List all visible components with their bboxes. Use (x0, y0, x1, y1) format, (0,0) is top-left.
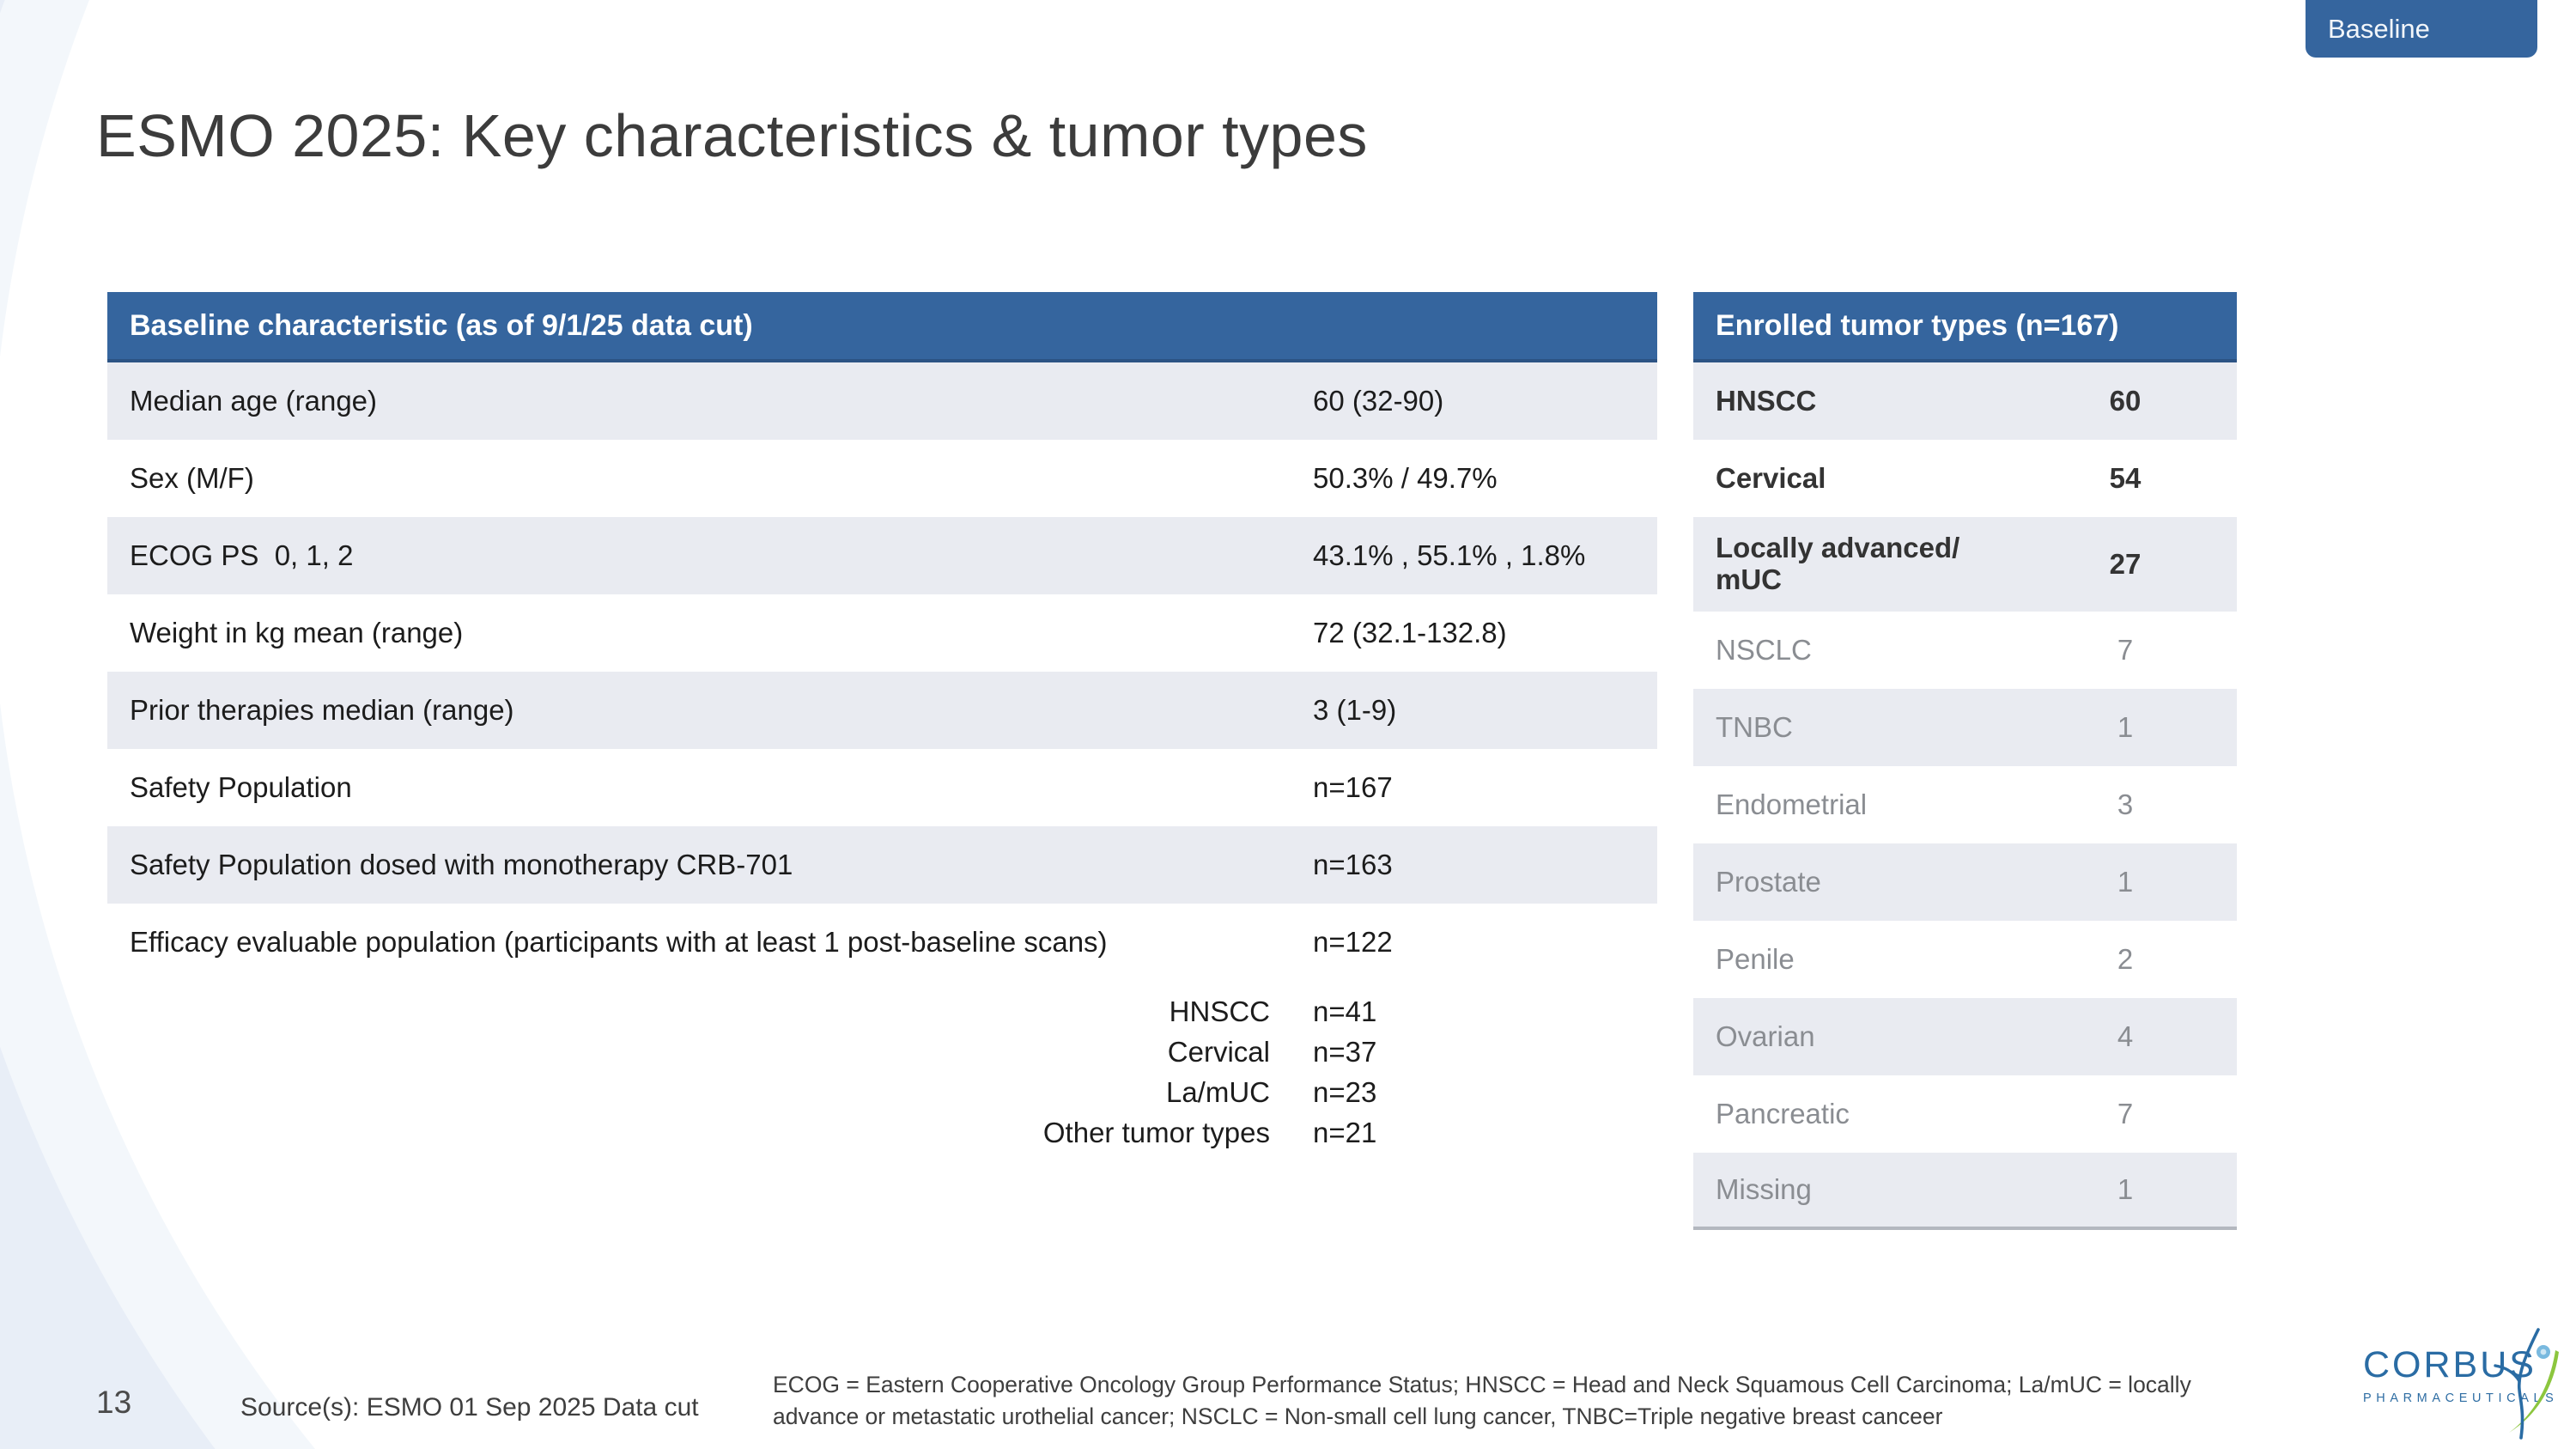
row-value: n=122 (1313, 926, 1393, 958)
row-value: 60 (32-90) (1313, 385, 1444, 417)
abbreviations-footnote: ECOG = Eastern Cooperative Oncology Grou… (773, 1372, 2191, 1429)
row-value: 43.1% , 55.1% , 1.8% (1313, 539, 1586, 571)
row-value: 4 (2117, 1020, 2134, 1052)
row-label: Prior therapies median (range) (130, 694, 514, 726)
logo-subtext: PHARMACEUTICALS (2363, 1391, 2559, 1405)
list-item: La/mUC n=23 (107, 1072, 1657, 1112)
logo-wordmark: CORBUS (2363, 1344, 2537, 1385)
subrow-value: n=21 (1313, 1116, 1377, 1148)
table-row: HNSCC 60 (1693, 362, 2237, 440)
row-value: 2 (2117, 943, 2134, 975)
row-value: 7 (2117, 634, 2134, 666)
row-label: Penile (1716, 942, 1795, 975)
table-row: Endometrial 3 (1693, 766, 2237, 843)
row-value: 60 (2109, 385, 2142, 417)
list-item: Cervical n=37 (107, 1032, 1657, 1072)
page-title: ESMO 2025: Key characteristics & tumor t… (96, 102, 1368, 169)
table-row: Pancreatic 7 (1693, 1075, 2237, 1153)
table-row: Cervical 54 (1693, 440, 2237, 517)
row-label: Cervical (1716, 461, 1826, 494)
row-value: n=167 (1313, 771, 1393, 803)
list-item: HNSCC n=41 (107, 991, 1657, 1032)
row-value: 3 (2117, 788, 2134, 820)
row-value: 1 (2117, 1173, 2134, 1205)
row-value: 7 (2117, 1098, 2134, 1129)
baseline-table-header: Baseline characteristic (as of 9/1/25 da… (107, 292, 1657, 362)
row-label: Missing (1716, 1172, 1812, 1205)
row-label: NSCLC (1716, 633, 1812, 666)
row-label: Prostate (1716, 865, 1821, 898)
row-value: 1 (2117, 711, 2134, 743)
table-row: Sex (M/F) 50.3% / 49.7% (107, 440, 1657, 517)
corbus-logo: CORBUS PHARMACEUTICALS (2363, 1328, 2569, 1440)
subrow-label: HNSCC (1169, 995, 1270, 1027)
tumor-table-header: Enrolled tumor types (n=167) (1693, 292, 2237, 362)
table-row: Weight in kg mean (range) 72 (32.1-132.8… (107, 594, 1657, 672)
subrow-value: n=41 (1313, 995, 1377, 1027)
table-row: Median age (range) 60 (32-90) (107, 362, 1657, 440)
subrow-value: n=23 (1313, 1075, 1377, 1108)
row-label: TNBC (1716, 710, 1793, 743)
table-row: ECOG PS 0, 1, 2 43.1% , 55.1% , 1.8% (107, 517, 1657, 594)
row-label: Endometrial (1716, 788, 1868, 820)
row-value: 27 (2109, 548, 2142, 580)
row-label: Median age (range) (130, 385, 378, 417)
section-badge-label: Baseline (2328, 13, 2430, 44)
efficacy-breakdown-subrows: HNSCC n=41 Cervical n=37 La/mUC n=23 Oth… (107, 991, 1657, 1153)
row-value: 50.3% / 49.7% (1313, 462, 1498, 494)
table-row: Efficacy evaluable population (participa… (107, 904, 1657, 981)
table-row: Penile 2 (1693, 921, 2237, 998)
page-number: 13 (96, 1385, 132, 1420)
table-row: Ovarian 4 (1693, 998, 2237, 1075)
row-label: Sex (M/F) (130, 462, 254, 494)
row-label: ECOG PS 0, 1, 2 (130, 539, 354, 571)
enrolled-tumor-types-table: Enrolled tumor types (n=167) HNSCC 60 Ce… (1693, 292, 2237, 1230)
subrow-label: Cervical (1167, 1035, 1270, 1068)
row-label: HNSCC (1716, 384, 1817, 417)
row-label: Pancreatic (1716, 1097, 1850, 1129)
corbus-figure-icon (2494, 1328, 2559, 1440)
table-row: Locally advanced/ mUC 27 (1693, 517, 2237, 612)
source-note: Source(s): ESMO 01 Sep 2025 Data cut (240, 1393, 699, 1422)
table-row: TNBC 1 (1693, 689, 2237, 766)
row-value: 1 (2117, 866, 2134, 898)
subrow-label: La/mUC (1165, 1075, 1270, 1108)
baseline-characteristics-table: Baseline characteristic (as of 9/1/25 da… (107, 292, 1657, 1153)
table-row: Prostate 1 (1693, 843, 2237, 921)
row-label: Ovarian (1716, 1020, 1815, 1052)
list-item: Other tumor types n=21 (107, 1112, 1657, 1153)
section-badge: Baseline (2306, 0, 2537, 58)
row-label: Locally advanced/ mUC (1716, 532, 1960, 595)
row-label: Weight in kg mean (range) (130, 617, 464, 648)
row-label: Safety Population dosed with monotherapy… (130, 849, 793, 880)
table-row: NSCLC 7 (1693, 612, 2237, 689)
subrow-value: n=37 (1313, 1035, 1377, 1068)
row-value: n=163 (1313, 849, 1393, 880)
row-value: 72 (32.1-132.8) (1313, 617, 1507, 648)
row-value: 54 (2109, 462, 2142, 494)
table-row: Safety Population dosed with monotherapy… (107, 826, 1657, 904)
row-label: Safety Population (130, 771, 352, 803)
row-value: 3 (1-9) (1313, 694, 1397, 726)
subrow-label: Other tumor types (1042, 1116, 1270, 1148)
row-label: Efficacy evaluable population (participa… (130, 926, 1108, 958)
table-row: Safety Population n=167 (107, 749, 1657, 826)
table-row: Prior therapies median (range) 3 (1-9) (107, 672, 1657, 749)
table-row: Missing 1 (1693, 1153, 2237, 1230)
